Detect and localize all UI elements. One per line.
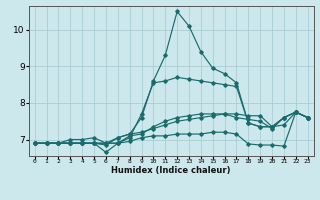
X-axis label: Humidex (Indice chaleur): Humidex (Indice chaleur) (111, 166, 231, 175)
